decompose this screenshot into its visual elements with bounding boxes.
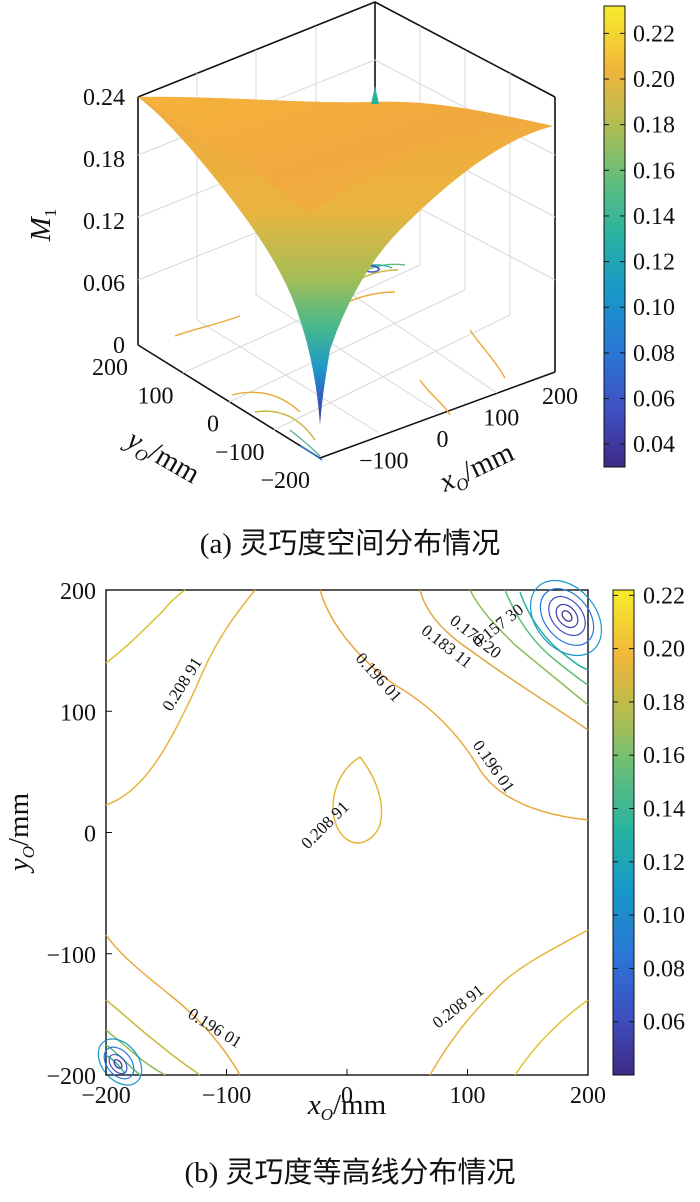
x-tick-label: 200 — [542, 384, 578, 410]
panel-b-x-axis-label: xO/mm — [307, 1089, 387, 1124]
panel-a-surface — [138, 86, 553, 425]
x-tick-label: 100 — [483, 406, 519, 432]
z-tick-label: 0 — [113, 333, 125, 359]
panel-a-x-ticks: −100 0 100 200 — [359, 384, 578, 475]
panel-b-y-ticks: −200 −100 0 100 200 — [46, 579, 112, 1090]
y-tick-label: 200 — [92, 355, 128, 381]
panel-b-minimum-top-right — [529, 579, 603, 657]
panel-b-caption: (b) 灵巧度等高线分布情况 — [184, 1156, 515, 1189]
colorbar-tick-label: 0.06 — [633, 387, 675, 413]
colorbar-tick-label: 0.14 — [633, 204, 675, 230]
panel-b-contour: 0.208 91 0.196 010.183 110.170 200.157 30… — [3, 579, 685, 1189]
panel-a-colorbar-ticks: 0.22 0.20 0.18 0.16 0.14 0.12 0.10 0.08 0.06 0.04 — [604, 21, 675, 458]
y-tick-label: −100 — [215, 440, 265, 466]
colorbar-tick-label: 0.14 — [643, 797, 685, 823]
z-tick-label: 0.12 — [83, 209, 125, 235]
z-tick-label: 0.06 — [83, 271, 125, 297]
colorbar-tick-label: 0.20 — [633, 67, 675, 93]
x-tick-label: 100 — [450, 1083, 486, 1109]
y-tick-label: 100 — [138, 383, 174, 409]
x-tick-label: −100 — [359, 449, 409, 475]
x-tick-label: 0 — [341, 1083, 353, 1109]
panel-a-z-ticks: 0 0.06 0.12 0.18 0.24 — [83, 85, 125, 359]
panel-b-contour-lines — [105, 589, 589, 1076]
panel-b-colorbar-ticks: 0.22 0.20 0.18 0.16 0.14 0.12 0.10 0.08 0.06 — [613, 583, 685, 1036]
colorbar-tick-label: 0.22 — [643, 583, 685, 609]
colorbar-tick-label: 0.16 — [633, 158, 675, 184]
z-tick-label: 0.18 — [83, 147, 125, 173]
y-tick-label: −200 — [260, 468, 310, 494]
colorbar-tick-label: 0.20 — [643, 637, 685, 663]
panel-a-y-axis-label: yO/mm — [117, 422, 205, 493]
colorbar-tick-label: 0.08 — [633, 341, 675, 367]
x-tick-label: 0 — [437, 427, 449, 453]
y-tick-label: 200 — [60, 579, 96, 605]
panel-b-y-axis-label: yO/mm — [3, 792, 38, 874]
z-tick-label: 0.24 — [83, 85, 125, 111]
colorbar-tick-label: 0.04 — [633, 432, 675, 458]
x-tick-label: −100 — [202, 1083, 252, 1109]
y-tick-label: 0 — [84, 822, 96, 848]
colorbar-tick-label: 0.08 — [643, 956, 685, 982]
y-tick-label: −100 — [46, 943, 96, 969]
y-tick-label: 0 — [207, 412, 219, 438]
panel-b-x-ticks: −200 −100 0 100 200 — [81, 1069, 606, 1109]
panel-a-y-ticks: 200 100 0−100−200 — [92, 355, 310, 494]
colorbar-tick-label: 0.10 — [643, 903, 685, 929]
panel-b-colorbar — [612, 589, 635, 1076]
colorbar-tick-label: 0.16 — [643, 743, 685, 769]
colorbar-tick-label: 0.12 — [643, 850, 685, 876]
panel-a-colorbar — [603, 5, 626, 468]
colorbar-tick-label: 0.10 — [633, 295, 675, 321]
y-tick-label: 100 — [60, 700, 96, 726]
colorbar-tick-label: 0.18 — [633, 113, 675, 139]
colorbar-tick-label: 0.06 — [643, 1010, 685, 1036]
panel-b-plot-area — [105, 589, 589, 1076]
panel-a-caption: (a) 灵巧度空间分布情况 — [200, 527, 500, 560]
x-tick-label: 200 — [570, 1083, 606, 1109]
panel-a-z-axis-label: M1 — [25, 209, 60, 243]
y-tick-label: −200 — [46, 1064, 96, 1090]
colorbar-tick-label: 0.22 — [633, 21, 675, 47]
colorbar-tick-label: 0.18 — [643, 690, 685, 716]
colorbar-tick-label: 0.12 — [633, 250, 675, 276]
x-tick-label: −200 — [81, 1083, 131, 1109]
panel-b-minimum-bottom-left — [97, 1038, 143, 1086]
